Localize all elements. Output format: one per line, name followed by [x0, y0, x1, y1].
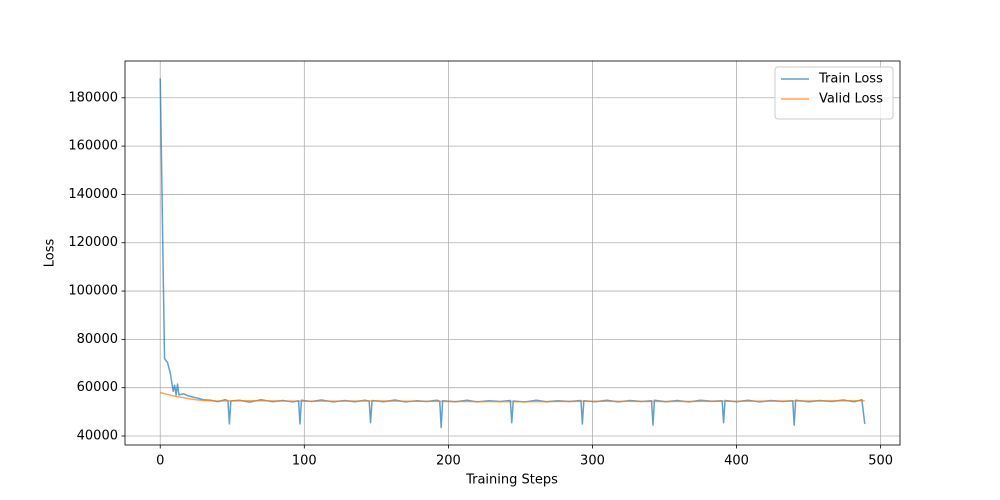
y-tick-label: 120000	[68, 235, 118, 250]
line	[159, 78, 866, 429]
x-tick-label: 0	[156, 454, 164, 469]
x-tick-label: 400	[724, 454, 749, 469]
legend-box	[774, 66, 894, 120]
y-tick-label: 180000	[68, 90, 118, 105]
y-axis-label: Loss	[43, 239, 58, 268]
x-tick-label: 500	[868, 454, 893, 469]
axes-frame	[124, 60, 901, 446]
x-tick-label: 100	[292, 454, 317, 469]
y-tick-label: 140000	[68, 187, 118, 202]
y-tick-label: 60000	[77, 380, 118, 395]
y-tick-label: 100000	[68, 284, 118, 299]
x-tick-label: 300	[580, 454, 605, 469]
line	[160, 391, 865, 403]
x-tick-label: 200	[436, 454, 461, 469]
y-tick-label: 40000	[77, 429, 118, 444]
x-axis-label: Training Steps	[465, 473, 558, 488]
legend-label: Train Loss	[818, 72, 883, 87]
y-tick-label: 160000	[68, 139, 118, 154]
y-tick-label: 80000	[77, 332, 118, 347]
legend-label: Valid Loss	[819, 92, 883, 107]
